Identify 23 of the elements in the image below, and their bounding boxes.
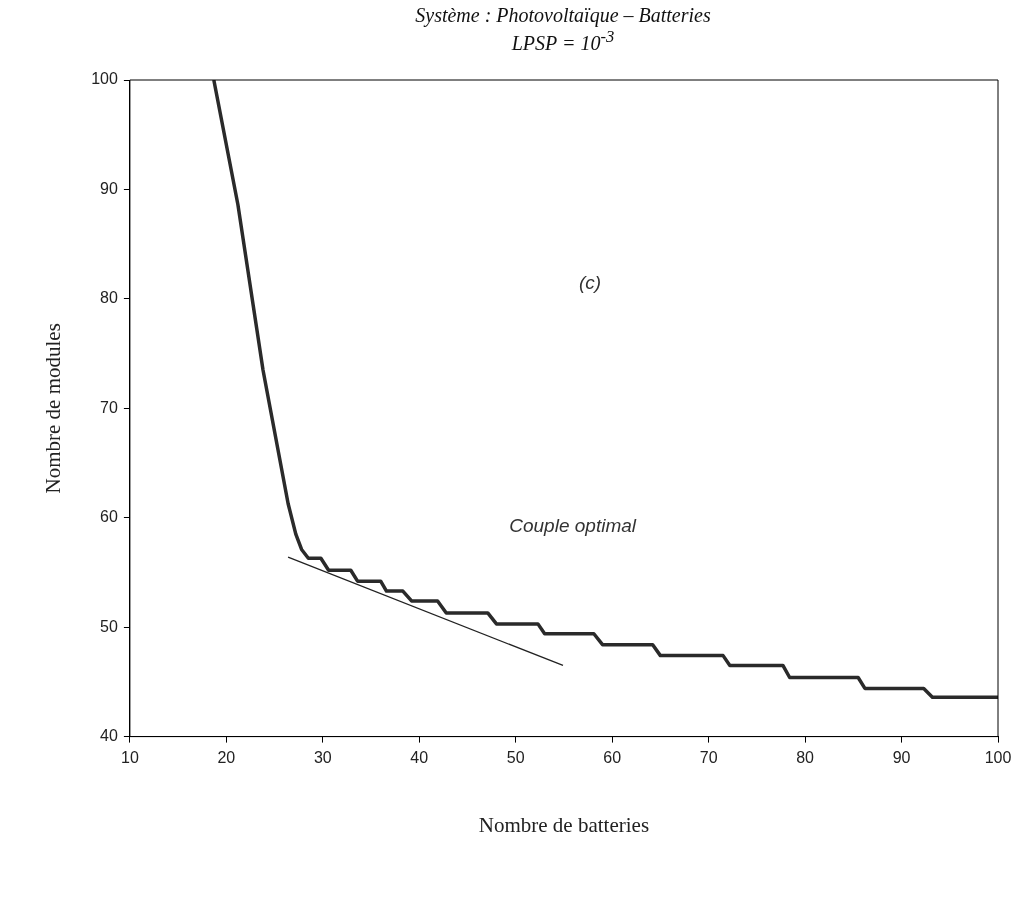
x-tick-label: 20 bbox=[217, 748, 236, 766]
x-tick-label: 50 bbox=[506, 748, 525, 766]
x-tick-label: 30 bbox=[313, 748, 332, 766]
y-tick-label: 70 bbox=[100, 398, 118, 416]
annotation: (c) bbox=[578, 271, 602, 293]
chart-subtitle: LPSP = 10$^{-3}$ bbox=[510, 27, 616, 54]
annotation: Couple optimal bbox=[509, 514, 637, 536]
y-tick-label: 60 bbox=[100, 508, 118, 526]
x-tick-label: 40 bbox=[410, 748, 429, 766]
y-axis-title: Nombre de modules bbox=[41, 323, 66, 494]
y-tick-label: 90 bbox=[100, 179, 118, 197]
x-tick-label: 10 bbox=[121, 748, 139, 766]
x-axis-title: Nombre de batteries bbox=[478, 812, 650, 837]
x-tick-label: 90 bbox=[892, 748, 911, 766]
x-tick-label: 70 bbox=[699, 748, 718, 766]
chart-title: Système : Photovoltaïque – Batteries bbox=[414, 4, 712, 26]
x-tick-label: 100 bbox=[984, 748, 1012, 766]
y-tick-label: 50 bbox=[100, 617, 118, 635]
y-tick-label: 80 bbox=[100, 289, 118, 307]
x-tick-label: 80 bbox=[796, 748, 815, 766]
y-tick-label: 100 bbox=[91, 70, 118, 88]
x-tick-label: 60 bbox=[603, 748, 622, 766]
y-tick-label: 40 bbox=[100, 727, 118, 745]
